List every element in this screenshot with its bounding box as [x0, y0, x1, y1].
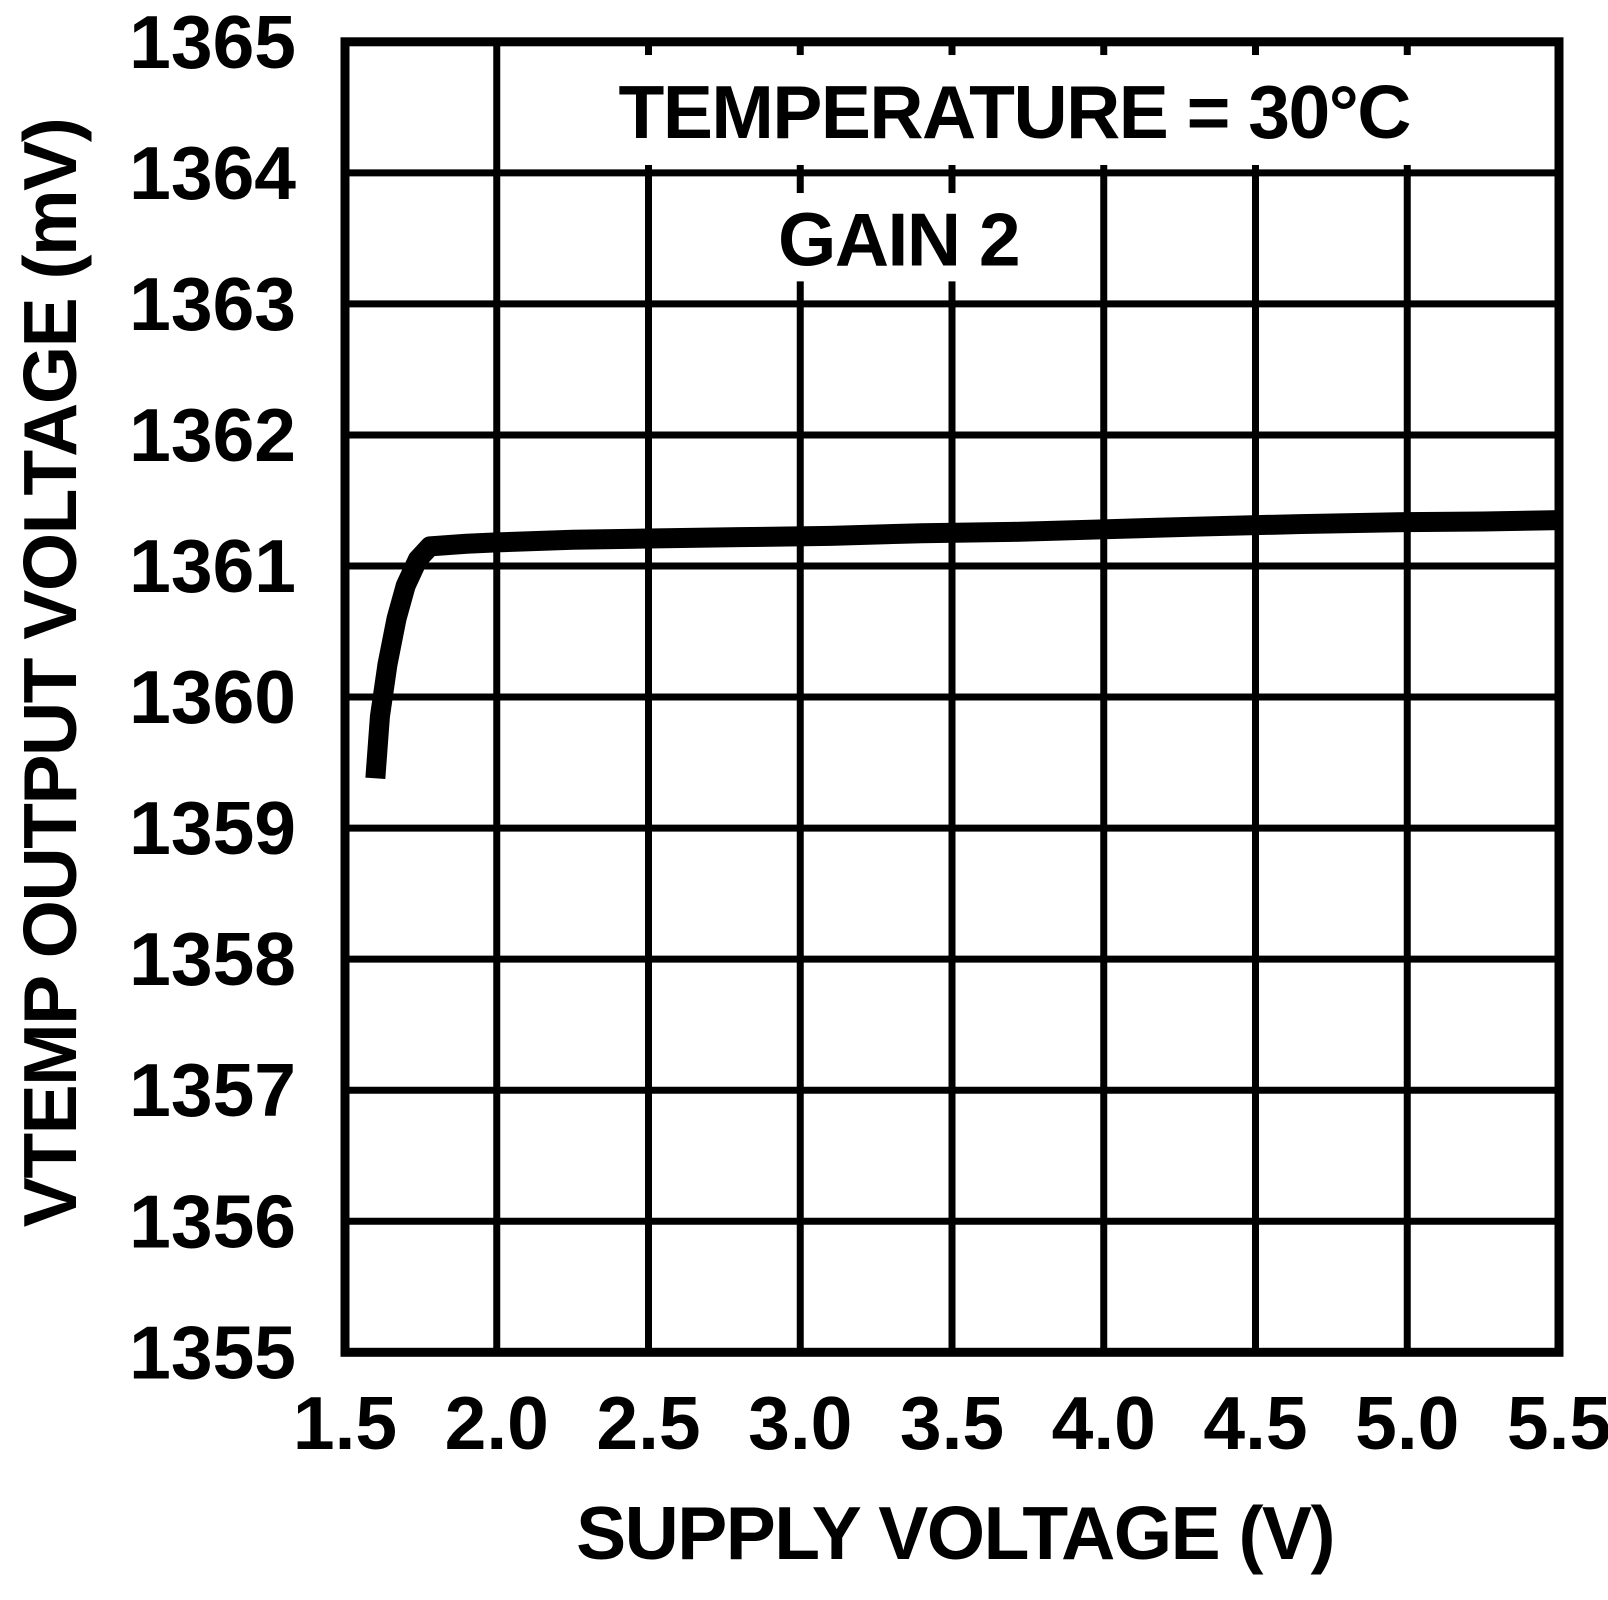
y-tick-label: 1355: [129, 1310, 296, 1394]
y-tick-label: 1364: [129, 131, 296, 215]
y-tick-label: 1356: [129, 1179, 296, 1263]
x-tick-label: 5.5: [1507, 1381, 1608, 1465]
x-tick-label: 1.5: [293, 1381, 397, 1465]
x-axis-title: SUPPLY VOLTAGE (V): [576, 1491, 1334, 1575]
y-tick-label: 1365: [129, 0, 296, 84]
gridlines: [345, 41, 1559, 1353]
y-axis-title: VTEMP OUTPUT VOLTAGE (mV): [8, 119, 92, 1227]
data-curve-group: [365, 510, 1560, 780]
x-tick-label: 4.5: [1203, 1381, 1307, 1465]
annotation-label: TEMPERATURE = 30°C: [619, 70, 1411, 154]
y-tick-label: 1363: [129, 262, 296, 346]
y-tick-label: 1361: [129, 524, 296, 608]
annotation-boxes: [607, 55, 1425, 282]
x-tick-label: 4.0: [1052, 1381, 1156, 1465]
y-tick-label: 1359: [129, 786, 296, 870]
x-tick-label: 5.0: [1355, 1381, 1459, 1465]
y-axis-tick-labels: 1365 1364 1363 1362 1361 1360 1359 1358 1357 1356…: [129, 0, 296, 1394]
annotation-background: [607, 55, 1425, 165]
x-axis-tick-labels: 1.5 2.0 2.5 3.0 3.5 4.0 4.5 5.0 5.5: [293, 1381, 1608, 1465]
x-tick-label: 3.0: [748, 1381, 852, 1465]
y-tick-label: 1357: [129, 1048, 296, 1132]
x-tick-label: 2.5: [596, 1381, 700, 1465]
y-tick-label: 1362: [129, 393, 296, 477]
annotation-label: GAIN 2: [778, 198, 1019, 282]
y-tick-label: 1360: [129, 655, 296, 739]
plot-frame: [340, 37, 1564, 1357]
x-tick-label: 2.0: [445, 1381, 549, 1465]
x-tick-label: 3.5: [900, 1381, 1004, 1465]
annotation-background: [687, 193, 1062, 282]
data-curve: [365, 510, 1560, 780]
annotation-labels: TEMPERATURE = 30°C GAIN 2: [619, 70, 1412, 282]
y-tick-label: 1358: [129, 917, 296, 1001]
